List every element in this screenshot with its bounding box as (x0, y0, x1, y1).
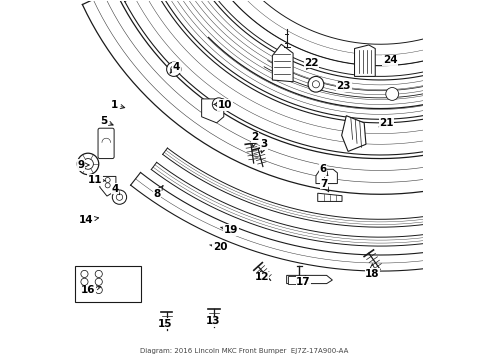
Text: 1: 1 (110, 100, 124, 110)
Circle shape (312, 81, 319, 88)
Text: 8: 8 (153, 186, 163, 199)
Text: 2: 2 (251, 132, 258, 147)
Text: 10: 10 (213, 100, 232, 110)
Text: 3: 3 (260, 139, 267, 153)
Text: 23: 23 (336, 81, 350, 91)
Text: 13: 13 (205, 316, 220, 326)
Circle shape (216, 102, 221, 107)
Polygon shape (201, 99, 224, 123)
Text: 18: 18 (365, 264, 379, 279)
Text: 11: 11 (88, 175, 105, 185)
Text: 12: 12 (254, 271, 268, 282)
Text: 4: 4 (111, 184, 120, 195)
Text: Diagram: 2016 Lincoln MKC Front Bumper  EJ7Z-17A900-AA: Diagram: 2016 Lincoln MKC Front Bumper E… (140, 348, 348, 354)
Bar (288, 276, 296, 284)
Polygon shape (151, 162, 488, 246)
Polygon shape (354, 45, 374, 76)
Polygon shape (130, 172, 488, 271)
Circle shape (116, 194, 122, 201)
Text: 19: 19 (220, 225, 238, 235)
Circle shape (77, 153, 99, 175)
Polygon shape (207, 0, 488, 76)
Text: 7: 7 (320, 179, 328, 192)
Polygon shape (163, 148, 488, 227)
Circle shape (105, 177, 110, 183)
Text: 14: 14 (79, 215, 99, 225)
Circle shape (95, 278, 102, 285)
Polygon shape (317, 193, 341, 202)
Circle shape (81, 270, 88, 278)
Polygon shape (286, 275, 332, 284)
Text: 5: 5 (100, 116, 113, 126)
Circle shape (112, 190, 126, 204)
Polygon shape (82, 0, 488, 194)
Text: 6: 6 (319, 164, 327, 176)
Circle shape (95, 287, 102, 294)
Circle shape (95, 270, 102, 278)
Circle shape (82, 158, 93, 169)
Text: 20: 20 (209, 242, 227, 252)
Polygon shape (315, 169, 337, 184)
FancyBboxPatch shape (98, 128, 114, 158)
Circle shape (81, 287, 88, 294)
Polygon shape (124, 0, 488, 155)
Text: 16: 16 (81, 285, 101, 295)
Bar (75, 266, 141, 302)
Text: 4: 4 (170, 63, 180, 73)
Text: 21: 21 (378, 118, 393, 128)
Circle shape (81, 278, 88, 285)
Text: 24: 24 (382, 55, 397, 65)
Text: 9: 9 (77, 160, 89, 170)
Circle shape (307, 76, 323, 92)
Polygon shape (100, 176, 116, 196)
Circle shape (105, 183, 110, 188)
Text: 17: 17 (296, 276, 310, 287)
Polygon shape (165, 0, 488, 119)
Polygon shape (341, 116, 365, 152)
Text: 15: 15 (158, 319, 172, 329)
Circle shape (212, 98, 225, 111)
Polygon shape (272, 44, 292, 82)
Circle shape (166, 62, 181, 76)
Text: 22: 22 (304, 58, 318, 69)
Circle shape (385, 87, 398, 100)
Circle shape (170, 66, 177, 72)
